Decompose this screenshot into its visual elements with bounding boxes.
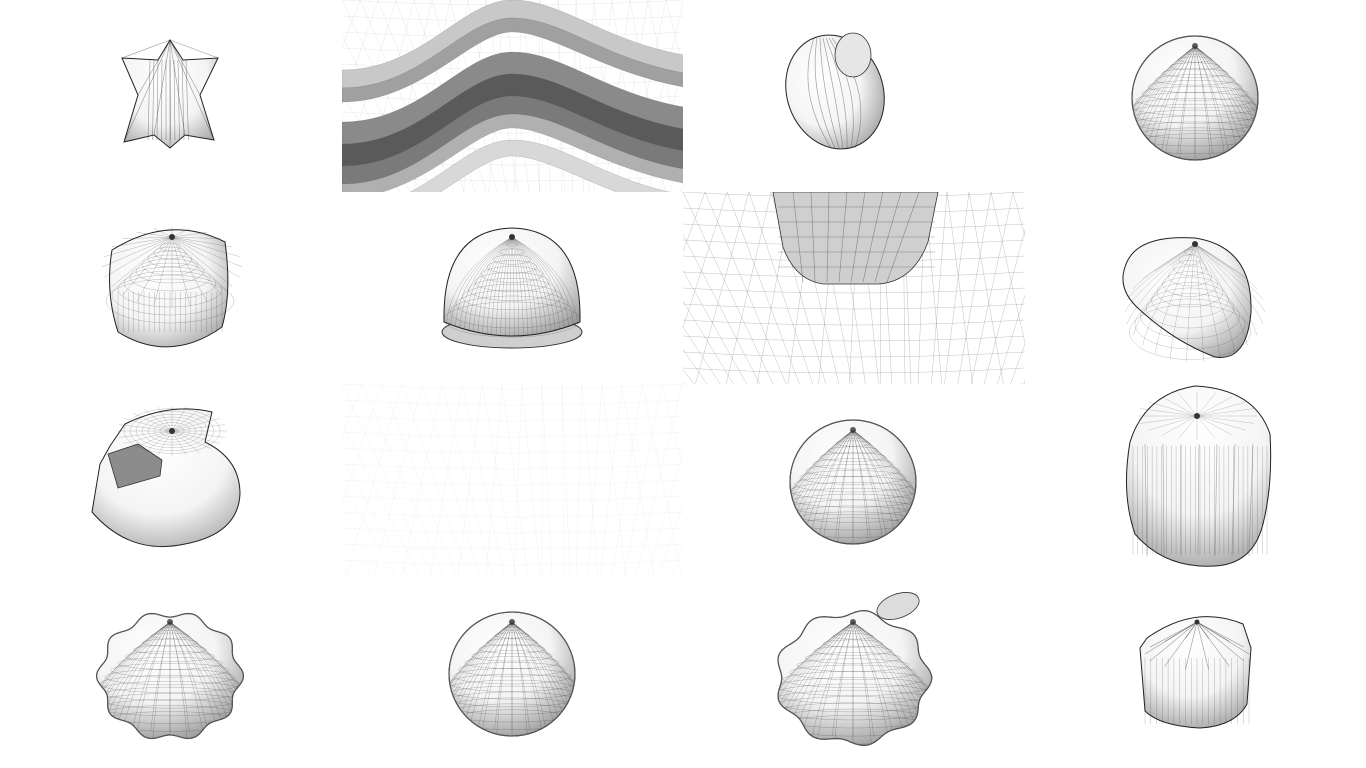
- mesh-render: [91, 406, 241, 548]
- mesh-lines: [1131, 45, 1258, 160]
- mesh-render: [95, 612, 245, 740]
- mesh-lines: [101, 227, 243, 324]
- tile-fluted-cylinder-mesh: [1024, 384, 1366, 576]
- mesh-body: [1125, 385, 1271, 567]
- mesh-lines: [1124, 243, 1265, 362]
- mesh-render: [789, 419, 917, 545]
- mesh-lines: [1144, 621, 1249, 670]
- tile-prism-base-closeup: [683, 192, 1025, 384]
- mesh-render: [341, 384, 683, 576]
- mesh-lines: [121, 39, 219, 148]
- wire-grid: [341, 384, 683, 576]
- pole-vertex: [1191, 241, 1198, 247]
- mesh-body: [442, 227, 581, 337]
- pole-vertex: [169, 428, 175, 434]
- mesh-body: [1121, 237, 1252, 358]
- mesh-lines: [1136, 392, 1257, 440]
- pole-vertex: [508, 234, 515, 240]
- prism-column: [772, 192, 939, 285]
- mesh-body: [1138, 616, 1252, 729]
- tile-stepped-shape-mesh: [0, 384, 342, 576]
- tile-dome-mesh: [341, 192, 683, 384]
- mesh-render: [447, 611, 576, 737]
- mesh-render: [341, 0, 683, 192]
- tile-star-cylinder-mesh: [1024, 576, 1366, 768]
- flute-ridges: [1144, 443, 1253, 557]
- surface-band: [341, 113, 683, 192]
- mesh-render: [121, 39, 219, 149]
- pole-vertex: [169, 234, 175, 240]
- surface-band: [409, 139, 671, 192]
- mesh-render: [785, 32, 885, 150]
- tile-faint-wireframe: [341, 384, 683, 576]
- tile-lobed-ellipsoid-mesh: [683, 0, 1025, 192]
- tile-oblique-blob-mesh: [1024, 192, 1366, 384]
- tile-pumpkin-fin-mesh: [683, 576, 1025, 768]
- pole-vertex: [850, 619, 856, 625]
- mesh-lines: [96, 621, 244, 739]
- mesh-body: [91, 408, 241, 548]
- tile-pumpkin-mesh: [0, 576, 342, 768]
- mesh-lines: [790, 429, 916, 544]
- mesh-render: [1138, 616, 1252, 729]
- tile-round-blob-mesh: [683, 384, 1025, 576]
- lobe-cap: [834, 32, 872, 78]
- mesh-render: [1125, 385, 1271, 567]
- mesh-lines: [448, 621, 575, 736]
- mesh-lines: [117, 406, 227, 456]
- mesh-render: [683, 192, 1025, 384]
- mesh-lines: [1132, 446, 1267, 554]
- tile-sphere-mesh-2: [341, 576, 683, 768]
- pole-vertex: [1191, 43, 1198, 49]
- tile-sphere-mesh: [1024, 0, 1366, 192]
- mesh-lines: [778, 621, 932, 746]
- step-notch: [107, 443, 163, 489]
- pole-vertex: [1194, 619, 1199, 625]
- pole-vertex: [167, 619, 173, 625]
- mesh-lines: [778, 192, 935, 283]
- fin: [876, 592, 920, 620]
- mesh-lines: [1144, 658, 1249, 724]
- tile-star-prism-mesh: [0, 0, 342, 192]
- surface-band: [341, 17, 683, 103]
- mesh-body: [109, 229, 229, 348]
- tile-curved-bands-closeup: [341, 0, 683, 192]
- pole-vertex: [508, 619, 515, 625]
- pole-vertex: [850, 427, 856, 433]
- mesh-render: [441, 227, 582, 349]
- tile-flat-top-blob-mesh: [0, 192, 342, 384]
- mesh-render: [777, 592, 933, 747]
- mesh-render: [1121, 237, 1265, 362]
- mesh-lines: [443, 236, 580, 338]
- mesh-render: [101, 227, 243, 348]
- mesh-lines: [117, 292, 223, 332]
- mesh-render: [1130, 35, 1259, 161]
- pole-vertex: [1193, 413, 1200, 419]
